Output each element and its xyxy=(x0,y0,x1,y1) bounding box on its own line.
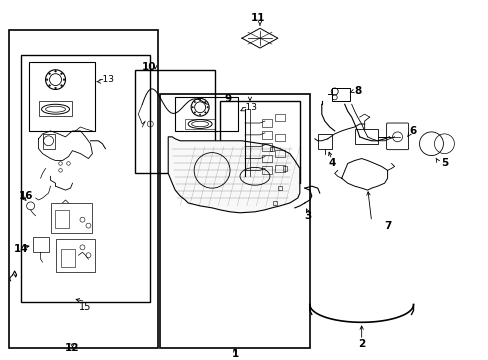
Circle shape xyxy=(204,112,205,113)
Text: 16: 16 xyxy=(19,191,33,201)
Bar xyxy=(282,166,286,171)
Bar xyxy=(262,143,271,150)
Bar xyxy=(317,134,331,149)
Bar xyxy=(274,166,285,172)
Text: 8: 8 xyxy=(354,86,361,96)
Circle shape xyxy=(204,101,205,103)
Circle shape xyxy=(61,85,62,86)
Text: –13: –13 xyxy=(242,103,258,112)
Circle shape xyxy=(49,73,50,75)
Polygon shape xyxy=(168,137,299,213)
Bar xyxy=(185,119,215,129)
Circle shape xyxy=(199,99,201,100)
Bar xyxy=(9,30,158,348)
Text: 5: 5 xyxy=(440,158,447,168)
Bar xyxy=(56,239,95,272)
Circle shape xyxy=(55,71,56,72)
Bar xyxy=(61,249,75,267)
Bar xyxy=(39,101,72,116)
Circle shape xyxy=(49,85,50,86)
Bar xyxy=(262,154,271,162)
Text: 14: 14 xyxy=(14,244,28,254)
Bar xyxy=(262,166,271,174)
Bar xyxy=(160,94,309,348)
Text: 6: 6 xyxy=(408,126,416,136)
Bar xyxy=(262,131,271,139)
Bar xyxy=(354,129,377,144)
Bar xyxy=(20,55,150,302)
Bar xyxy=(274,134,285,141)
Bar xyxy=(269,147,274,151)
Bar xyxy=(55,210,68,228)
Circle shape xyxy=(192,107,193,108)
Text: 11: 11 xyxy=(250,13,264,23)
Bar xyxy=(274,114,285,121)
Bar xyxy=(29,62,95,131)
Circle shape xyxy=(199,114,201,115)
Text: 7: 7 xyxy=(383,221,390,231)
Circle shape xyxy=(55,87,56,89)
Text: 1: 1 xyxy=(231,349,238,359)
Text: 12: 12 xyxy=(65,343,80,353)
Text: –13: –13 xyxy=(98,75,114,84)
Bar xyxy=(331,87,349,101)
Bar xyxy=(33,238,48,252)
Bar xyxy=(274,150,285,157)
Bar xyxy=(262,119,271,127)
Bar xyxy=(135,70,215,173)
Bar xyxy=(42,134,55,149)
Circle shape xyxy=(194,112,195,113)
Circle shape xyxy=(61,73,62,75)
Text: 10: 10 xyxy=(142,62,157,72)
Bar xyxy=(220,101,299,183)
Circle shape xyxy=(206,107,208,108)
Circle shape xyxy=(194,101,195,103)
Circle shape xyxy=(63,79,65,80)
Bar xyxy=(50,203,92,233)
Bar xyxy=(277,186,282,190)
Text: 3: 3 xyxy=(304,211,311,221)
Circle shape xyxy=(46,79,48,80)
Text: 4: 4 xyxy=(327,158,335,168)
Text: 9: 9 xyxy=(224,94,231,104)
Text: 15: 15 xyxy=(79,302,91,311)
Bar xyxy=(175,97,238,131)
Text: 2: 2 xyxy=(357,339,365,349)
Bar xyxy=(272,201,277,205)
